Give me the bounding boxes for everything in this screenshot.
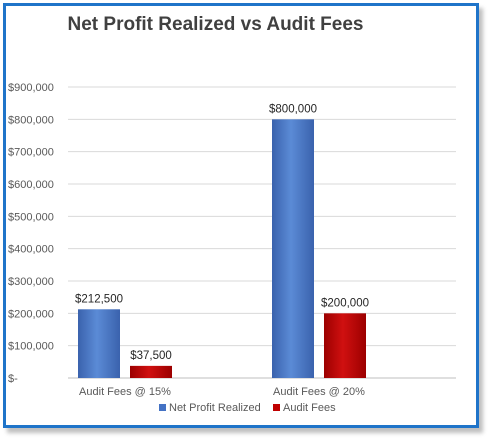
legend-swatch	[273, 404, 280, 411]
bar-audit-fees	[130, 365, 172, 378]
y-tick-label: $100,000	[8, 341, 54, 353]
chart-title: Net Profit Realized vs Audit Fees	[67, 14, 364, 35]
y-tick-label: $600,000	[8, 179, 54, 191]
data-label: $200,000	[321, 297, 369, 309]
y-tick-label: $400,000	[8, 244, 54, 256]
data-label: $212,500	[75, 293, 123, 305]
bar-audit-fees	[324, 313, 366, 378]
bar-net-profit	[78, 309, 120, 378]
x-tick-label: Audit Fees @ 15%	[79, 386, 171, 398]
data-label: $800,000	[269, 103, 317, 115]
legend-swatch	[159, 404, 166, 411]
bar-net-profit	[272, 119, 314, 378]
y-tick-label: $800,000	[8, 114, 54, 126]
y-tick-label: $900,000	[8, 82, 54, 94]
x-tick-label: Audit Fees @ 20%	[273, 386, 365, 398]
legend-label: Audit Fees	[283, 402, 336, 414]
y-tick-label: $700,000	[8, 147, 54, 159]
y-tick-label: $-	[8, 373, 18, 385]
y-tick-label: $300,000	[8, 276, 54, 288]
y-tick-label: $500,000	[8, 211, 54, 223]
y-tick-label: $200,000	[8, 308, 54, 320]
data-label: $37,500	[130, 350, 172, 362]
legend-label: Net Profit Realized	[169, 402, 261, 414]
